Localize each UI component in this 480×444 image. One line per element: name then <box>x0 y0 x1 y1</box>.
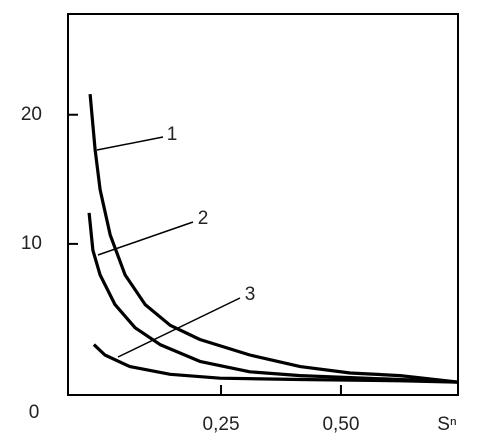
series-label: 3 <box>245 284 256 305</box>
y-tick-label: 20 <box>21 104 42 125</box>
leader-line <box>97 221 194 256</box>
x-tick-label: 0,50 <box>322 414 359 435</box>
series-label: 1 <box>167 124 178 145</box>
x-tick-label: 0,25 <box>203 414 240 435</box>
curve <box>92 343 459 384</box>
curve <box>87 212 459 384</box>
plot-frame <box>67 13 459 396</box>
curve <box>88 93 459 384</box>
y-tick-label: 10 <box>21 233 42 254</box>
series-label: 2 <box>198 208 209 229</box>
leader-line <box>96 136 164 151</box>
origin-label: 0 <box>29 402 40 423</box>
leader-line <box>117 297 241 358</box>
x-axis-label: Sⁿ <box>437 414 457 435</box>
